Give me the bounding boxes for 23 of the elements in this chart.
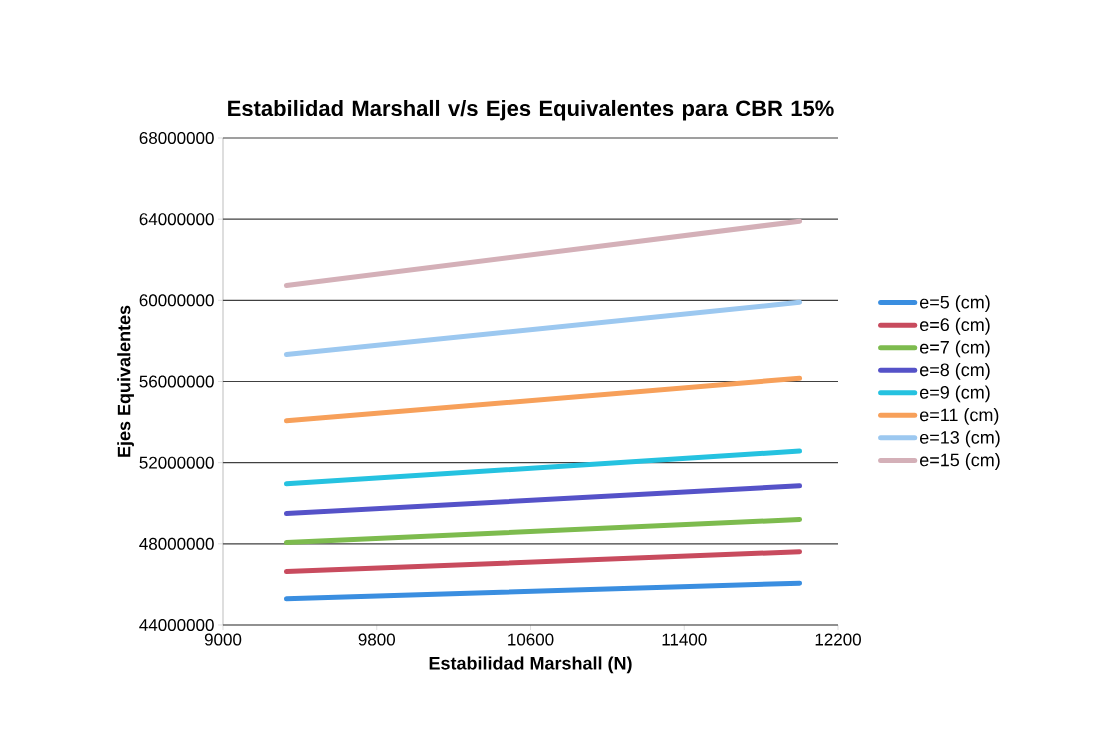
legend-label: e=13 (cm) [920, 430, 1000, 448]
y-tick-label: 52000000 [139, 456, 214, 469]
x-tick-label: 12200 [815, 633, 861, 646]
y-tick-label: 64000000 [139, 213, 214, 226]
legend-label: e=5 (cm) [920, 295, 990, 313]
legend-label: e=7 (cm) [920, 340, 990, 358]
chart-title: Estabilidad Marshall v/s Ejes Equivalentes para CBR 15% [228, 99, 834, 121]
x-tick-label: 9800 [358, 633, 395, 646]
y-axis-title: Ejes Equivalentes [117, 305, 134, 457]
x-tick-label: 9000 [204, 633, 242, 646]
y-tick-label: 44000000 [139, 618, 214, 632]
legend-label: e=11 (cm) [920, 408, 999, 425]
y-tick-label: 60000000 [139, 294, 214, 307]
x-axis-title: Estabilidad Marshall (N) [429, 656, 632, 674]
legend-label: e=8 (cm) [920, 362, 990, 380]
legend-label: e=9 (cm) [920, 385, 990, 403]
legend-label: e=15 (cm) [920, 453, 1000, 470]
x-tick-label: 11400 [662, 633, 707, 646]
legend-label: e=6 (cm) [920, 317, 990, 335]
y-tick-label: 48000000 [139, 537, 214, 550]
x-tick-label: 10600 [508, 633, 554, 646]
y-tick-label: 68000000 [139, 131, 214, 145]
y-tick-label: 56000000 [139, 375, 214, 388]
